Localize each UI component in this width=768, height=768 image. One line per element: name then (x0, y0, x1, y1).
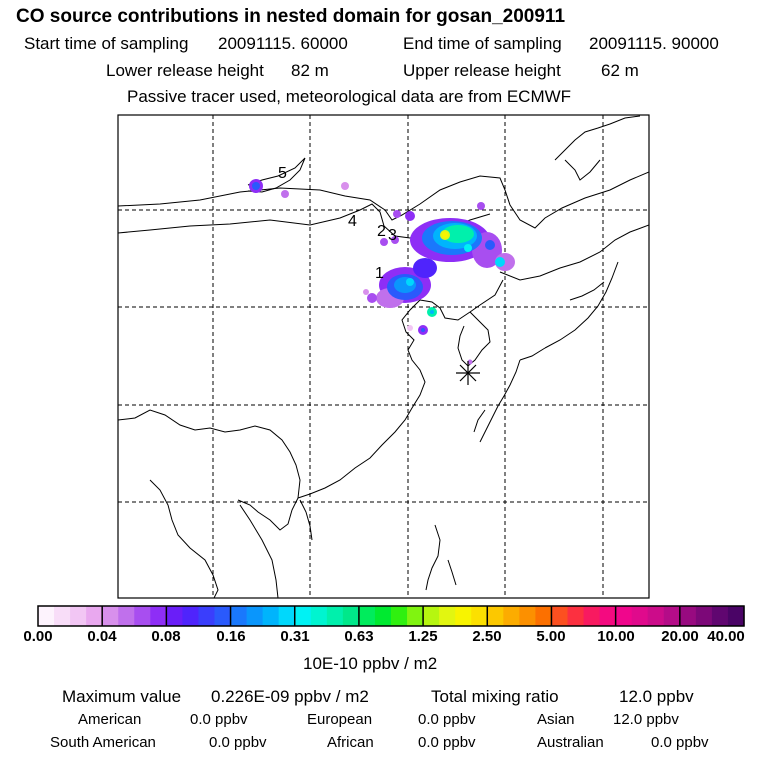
region-name: European (307, 711, 373, 728)
colorbar-cell (455, 606, 472, 626)
colorbar-tick-label: 40.00 (707, 628, 745, 645)
lower-release-value: 82 m (291, 61, 329, 80)
colorbar-cell (631, 606, 649, 626)
tracer-note: Passive tracer used, meteorological data… (127, 87, 572, 106)
colorbar-tick-label: 0.16 (216, 628, 246, 645)
map-frame (117, 114, 650, 599)
colorbar-cell (599, 606, 617, 626)
colorbar-cell (519, 606, 537, 626)
colorbar-cell (535, 606, 553, 626)
colorbar-cell (70, 606, 87, 626)
region-value: 0.0 ppbv (651, 734, 709, 751)
colorbar-dividers (101, 606, 681, 626)
colorbar-tick-label: 5.00 (536, 628, 566, 645)
colorbar-cell (246, 606, 264, 626)
colorbar-cell (358, 606, 376, 626)
region-name: South American (50, 734, 156, 751)
region-name: Australian (537, 734, 604, 751)
max-value-label: Maximum value (62, 687, 182, 706)
end-time-label: End time of sampling (403, 34, 562, 53)
colorbar (38, 606, 745, 626)
colorbar-cell (551, 606, 569, 626)
total-mixing-ratio-value: 12.0 ppbv (619, 687, 694, 706)
source-label-2: 2 (377, 223, 386, 240)
colorbar-cell (294, 606, 312, 626)
colorbar-cell (118, 606, 135, 626)
lower-release-label: Lower release height (106, 61, 264, 80)
region-value: 0.0 ppbv (190, 711, 248, 728)
start-time-value: 20091115. 60000 (218, 34, 348, 53)
region-name: Asian (537, 711, 575, 728)
colorbar-cell (374, 606, 392, 626)
colorbar-cell (615, 606, 633, 626)
colorbar-cell (439, 606, 456, 626)
region-value: 0.0 ppbv (418, 711, 476, 728)
concentration-field (249, 179, 515, 365)
source-label-4: 4 (348, 213, 357, 230)
colorbar-cell (423, 606, 440, 626)
colorbar-cell (134, 606, 151, 626)
total-mixing-ratio-label: Total mixing ratio (431, 687, 559, 706)
colorbar-cell (86, 606, 103, 626)
map-gridlines (118, 115, 649, 598)
region-name: African (327, 734, 374, 751)
region-value: 0.0 ppbv (418, 734, 476, 751)
max-value: 0.226E-09 ppbv / m2 (211, 687, 369, 706)
colorbar-cell (310, 606, 328, 626)
colorbar-cell (54, 606, 71, 626)
colorbar-cell (407, 606, 424, 626)
upper-release-label: Upper release height (403, 61, 561, 80)
colorbar-tick-label: 2.50 (472, 628, 502, 645)
colorbar-tick-label: 1.25 (408, 628, 438, 645)
colorbar-tick-label: 0.31 (280, 628, 310, 645)
colorbar-cell (230, 606, 248, 626)
colorbar-cell (278, 606, 296, 626)
colorbar-cell (487, 606, 504, 626)
colorbar-tick-label: 20.00 (661, 628, 699, 645)
colorbar-cell (150, 606, 167, 626)
colorbar-cell (391, 606, 408, 626)
colorbar-cell (182, 606, 200, 626)
region-value: 12.0 ppbv (613, 711, 679, 728)
colorbar-cell (583, 606, 601, 626)
source-label-1: 1 (375, 265, 384, 282)
colorbar-cell (663, 606, 681, 626)
colorbar-cell (711, 606, 729, 626)
colorbar-cell (326, 606, 344, 626)
colorbar-cell (38, 606, 55, 626)
colorbar-tick-label: 0.00 (23, 628, 53, 645)
colorbar-tick-label: 0.63 (344, 628, 374, 645)
colorbar-cell (198, 606, 216, 626)
colorbar-cell (647, 606, 665, 626)
colorbar-cell (503, 606, 520, 626)
colorbar-tick-label: 10.00 (597, 628, 635, 645)
colorbar-cell (727, 606, 745, 626)
colorbar-cell (214, 606, 232, 626)
colorbar-cell (695, 606, 713, 626)
chart-title: CO source contributions in nested domain… (16, 6, 566, 27)
colorbar-cell (567, 606, 585, 626)
colorbar-tick-label: 0.04 (87, 628, 117, 645)
colorbar-cell (262, 606, 280, 626)
colorbar-cell (102, 606, 119, 626)
start-time-label: Start time of sampling (24, 34, 189, 53)
upper-release-value: 62 m (601, 61, 639, 80)
end-time-value: 20091115. 90000 (589, 34, 719, 53)
source-label-3: 3 (388, 227, 397, 244)
receptor-star (456, 361, 480, 385)
colorbar-cell (679, 606, 697, 626)
colorbar-cell (471, 606, 488, 626)
coastlines (118, 115, 649, 598)
colorbar-frame (37, 605, 745, 627)
colorbar-unit-label: 10E-10 ppbv / m2 (303, 654, 438, 673)
colorbar-cell (342, 606, 360, 626)
colorbar-tick-label: 0.08 (151, 628, 181, 645)
source-label-5: 5 (278, 165, 287, 182)
region-value: 0.0 ppbv (209, 734, 267, 751)
colorbar-cell (166, 606, 184, 626)
region-name: American (78, 711, 142, 728)
map-content: 1 2 3 4 5 (118, 115, 649, 598)
